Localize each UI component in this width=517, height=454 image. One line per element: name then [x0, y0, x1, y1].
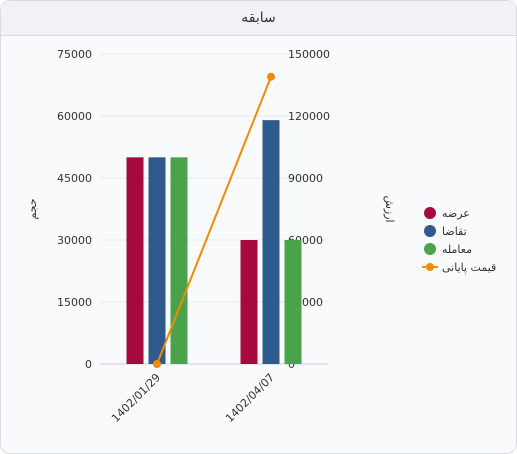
legend-marker — [424, 207, 436, 219]
line-point-1 — [267, 72, 275, 81]
legend-label: قیمت پایانی — [442, 261, 496, 274]
y-left-axis-label: حجم — [26, 198, 39, 219]
bar-2-0 — [170, 157, 188, 364]
y-left-tick-label: 15000 — [57, 296, 92, 309]
line-series-0 — [156, 76, 272, 365]
bar-2-1 — [284, 240, 302, 364]
panel-title: سابقه — [1, 1, 516, 36]
y-right-tick-label: 90000 — [288, 172, 323, 185]
y-right-axis-label: ارزش — [383, 195, 396, 222]
y-right-tick-label: 150000 — [288, 48, 330, 61]
y-left-tick-label: 60000 — [57, 110, 92, 123]
legend-label: عرضه — [442, 207, 470, 220]
bar-1-0 — [148, 157, 166, 364]
line-point-0 — [153, 360, 161, 368]
legend-marker — [426, 263, 434, 271]
legend-marker — [424, 243, 436, 255]
y-left-tick-label: 30000 — [57, 234, 92, 247]
bar-1-1 — [262, 120, 280, 364]
y-left-tick-label: 0 — [85, 358, 92, 371]
bar-0-0 — [126, 157, 144, 364]
legend-label: تقاضا — [442, 225, 467, 238]
bar-0-1 — [240, 240, 258, 364]
y-left-tick-label: 45000 — [57, 172, 92, 185]
legend-marker — [424, 225, 436, 237]
y-right-tick-label: 0 — [288, 358, 295, 371]
y-left-tick-label: 75000 — [57, 48, 92, 61]
legend-label: معامله — [442, 243, 472, 256]
x-tick-label: 1402/04/07 — [223, 371, 277, 425]
x-tick-label: 1402/01/29 — [109, 371, 163, 425]
y-right-tick-label: 120000 — [288, 110, 330, 123]
